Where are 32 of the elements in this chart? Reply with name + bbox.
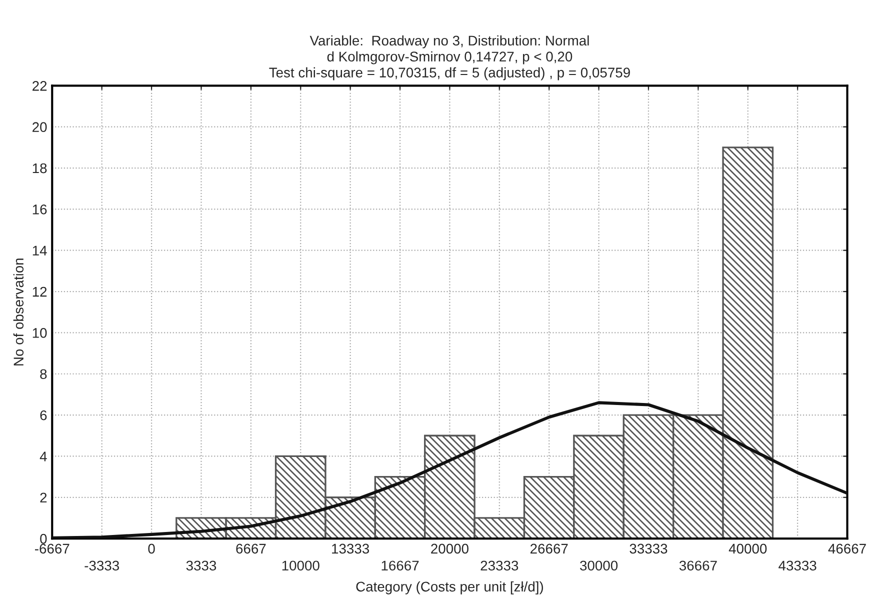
x-axis-title: Category (Costs per unit [zł/d])	[356, 581, 544, 594]
y-tick-label: 20	[32, 122, 47, 132]
y-tick-label: 2	[40, 492, 47, 502]
y-tick-label: 6	[40, 410, 47, 420]
x2-tick-label: 36667	[679, 560, 717, 571]
y-tick-label: 16	[32, 204, 47, 214]
x-tick-label: 13333	[332, 544, 370, 554]
x-tick-label: -6667	[34, 544, 70, 554]
y-tick-label: 8	[40, 369, 47, 380]
y-tick-label: 4	[40, 452, 47, 462]
y-tick-label: 12	[32, 286, 47, 297]
chart-title: Variable: Roadway no 3, Distribution: Normal d Kolmgorov-Smirnov 0,14727, p < 0,20 Test chi-square = 10,70315, df = 5 (adjusted) , p = 0,05759	[269, 35, 630, 80]
x-tick-label: 26667	[530, 544, 568, 554]
x-tick-label: 0	[148, 544, 155, 554]
x-tick-label: 6667	[236, 544, 266, 554]
y-tick-label: 0	[40, 534, 47, 544]
y-tick-label: 14	[32, 246, 47, 256]
y-axis-title: No of observation	[13, 258, 24, 366]
x2-tick-label: 23333	[480, 560, 518, 571]
x2-tick-label: 3333	[186, 560, 216, 571]
y-tick-label: 10	[32, 328, 47, 338]
x-tick-label: 33333	[630, 544, 668, 554]
x-tick-label: 46667	[828, 544, 866, 554]
y-tick-label: 22	[32, 81, 47, 91]
x2-tick-label: -3333	[84, 560, 119, 571]
x2-tick-label: 16667	[382, 560, 419, 571]
x-tick-label: 40000	[728, 544, 767, 554]
x2-tick-label: 43333	[778, 560, 816, 571]
x2-tick-label: 30000	[580, 560, 618, 571]
y-tick-label: 18	[32, 163, 47, 174]
x2-tick-label: 10000	[282, 560, 320, 571]
x-tick-label: 20000	[431, 544, 468, 554]
